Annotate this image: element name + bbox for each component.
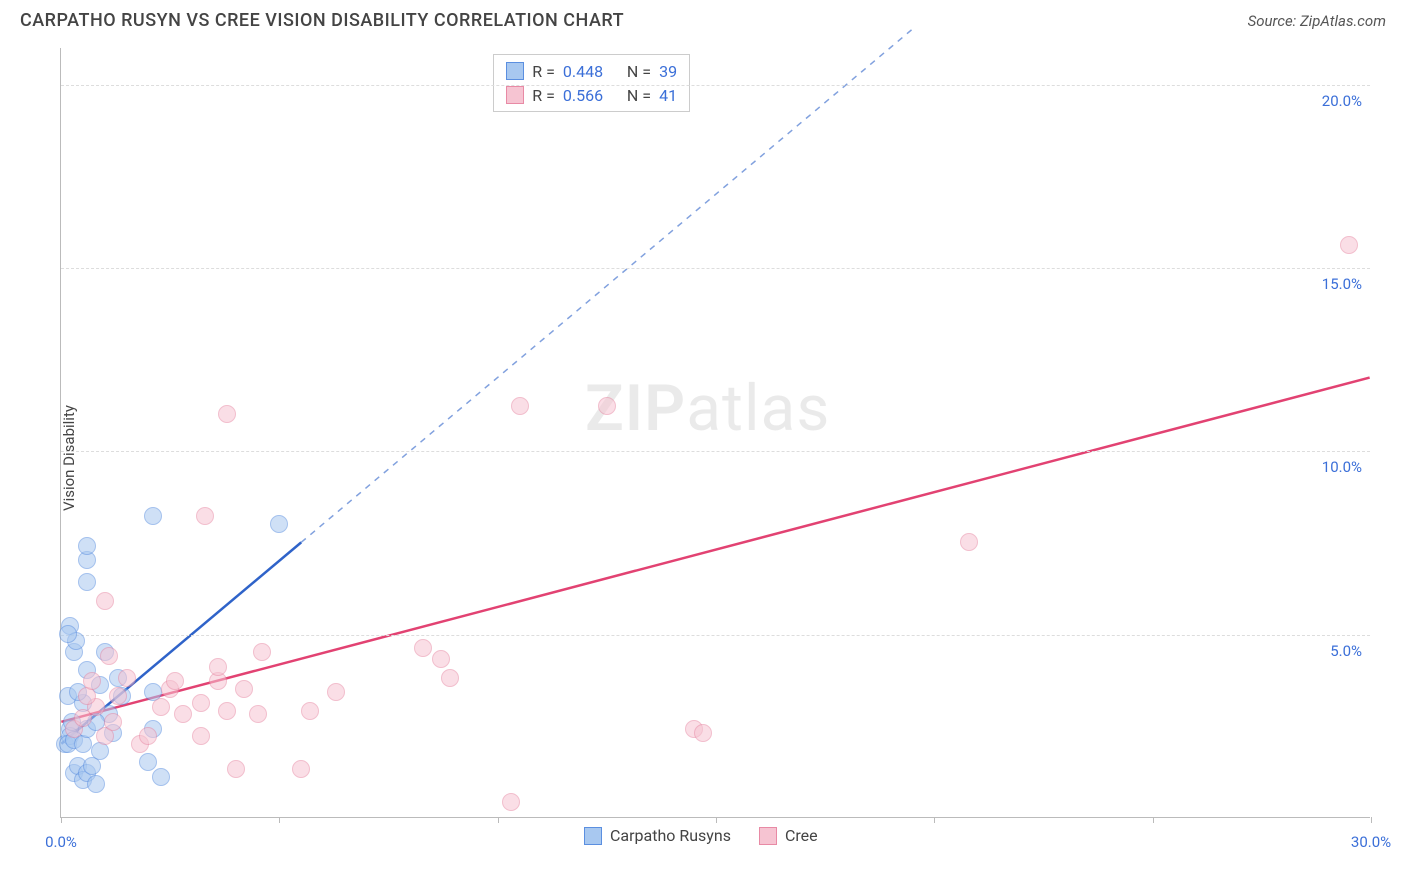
- legend-r-value: 0.448: [563, 62, 619, 81]
- x-tick: [1371, 817, 1372, 823]
- data-point-pink: [235, 680, 253, 698]
- data-point-pink: [83, 672, 101, 690]
- data-point-pink: [166, 672, 184, 690]
- y-tick-label: 10.0%: [1322, 458, 1362, 476]
- legend-swatch-pink: [506, 86, 524, 104]
- chart-title: CARPATHO RUSYN VS CREE VISION DISABILITY…: [20, 10, 624, 31]
- data-point-pink: [192, 694, 210, 712]
- legend-n-label: N =: [627, 86, 651, 105]
- data-point-pink: [598, 397, 616, 415]
- legend-n-value: 41: [659, 86, 677, 105]
- legend-r-label: R =: [532, 62, 555, 81]
- data-point-pink: [441, 669, 459, 687]
- plot-area: ZIPatlas R =0.448N =39R =0.566N =41 5.0%…: [60, 48, 1370, 818]
- legend-n-value: 39: [659, 62, 677, 81]
- data-point-pink: [227, 760, 245, 778]
- data-point-blue: [144, 507, 162, 525]
- grid-line: [61, 635, 1370, 636]
- y-tick-label: 15.0%: [1322, 275, 1362, 293]
- data-point-pink: [502, 793, 520, 811]
- legend-item-blue: Carpatho Rusyns: [584, 826, 731, 845]
- grid-line: [61, 268, 1370, 269]
- x-tick: [61, 817, 62, 823]
- correlation-legend: R = 0.448 N = 39 R = 0.566 N = 41: [493, 54, 690, 112]
- legend-series-name: Cree: [785, 826, 818, 845]
- legend-r-value: 0.566: [563, 86, 619, 105]
- chart-container: Vision Disability ZIPatlas R =0.448N =39…: [20, 44, 1386, 872]
- x-tick: [498, 817, 499, 823]
- data-point-pink: [414, 639, 432, 657]
- grid-line: [61, 85, 1370, 86]
- x-tick: [1153, 817, 1154, 823]
- data-point-pink: [139, 727, 157, 745]
- data-point-blue: [270, 515, 288, 533]
- legend-swatch-blue: [584, 827, 602, 845]
- data-point-pink: [511, 397, 529, 415]
- data-point-pink: [432, 650, 450, 668]
- data-point-pink: [152, 698, 170, 716]
- data-point-blue: [78, 573, 96, 591]
- legend-item-pink: Cree: [759, 826, 818, 845]
- data-point-pink: [249, 705, 267, 723]
- legend-row-pink: R = 0.566 N = 41: [506, 83, 677, 107]
- x-tick: [934, 817, 935, 823]
- data-point-pink: [104, 713, 122, 731]
- data-point-pink: [960, 533, 978, 551]
- data-point-blue: [152, 768, 170, 786]
- data-point-pink: [209, 658, 227, 676]
- series-legend: Carpatho Rusyns Cree: [584, 826, 818, 845]
- trend-line-pink: [61, 378, 1369, 722]
- legend-swatch-blue: [506, 62, 524, 80]
- y-tick-label: 20.0%: [1322, 92, 1362, 110]
- legend-n-label: N =: [627, 62, 651, 81]
- data-point-blue: [87, 775, 105, 793]
- data-point-blue: [78, 537, 96, 555]
- data-point-pink: [327, 683, 345, 701]
- x-tick-label: 30.0%: [1351, 833, 1391, 851]
- data-point-pink: [174, 705, 192, 723]
- data-point-pink: [100, 647, 118, 665]
- data-point-pink: [1340, 236, 1358, 254]
- data-point-blue: [59, 625, 77, 643]
- data-point-pink: [196, 507, 214, 525]
- data-point-pink: [218, 405, 236, 423]
- data-point-pink: [192, 727, 210, 745]
- x-tick: [716, 817, 717, 823]
- legend-row-blue: R = 0.448 N = 39: [506, 59, 677, 83]
- data-point-pink: [292, 760, 310, 778]
- y-tick-label: 5.0%: [1330, 642, 1362, 660]
- x-tick-label: 0.0%: [45, 833, 77, 851]
- trend-lines-layer: [61, 48, 1370, 817]
- data-point-pink: [218, 702, 236, 720]
- data-point-pink: [96, 592, 114, 610]
- grid-line: [61, 451, 1370, 452]
- legend-swatch-pink: [759, 827, 777, 845]
- data-point-pink: [253, 643, 271, 661]
- data-point-pink: [118, 669, 136, 687]
- data-point-blue: [139, 753, 157, 771]
- source-attribution: Source: ZipAtlas.com: [1248, 12, 1386, 30]
- data-point-pink: [694, 724, 712, 742]
- legend-series-name: Carpatho Rusyns: [610, 826, 731, 845]
- x-tick: [279, 817, 280, 823]
- data-point-pink: [301, 702, 319, 720]
- data-point-pink: [109, 687, 127, 705]
- legend-r-label: R =: [532, 86, 555, 105]
